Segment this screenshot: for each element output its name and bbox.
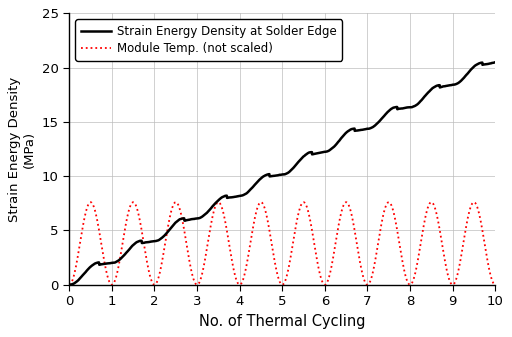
Strain Energy Density at Solder Edge [66, 283, 72, 287]
Legend: Strain Energy Density at Solder Edge, Module Temp. (not scaled): Strain Energy Density at Solder Edge, Mo… [75, 19, 342, 61]
Module Temp. (not scaled) [492, 283, 498, 287]
Y-axis label: Strain Energy Density
(MPa): Strain Energy Density (MPa) [8, 76, 36, 222]
Module Temp. (not scaled) [88, 200, 94, 204]
Strain Energy Density at Solder Edge [151, 239, 157, 243]
Strain Energy Density at Solder Edge [248, 187, 254, 191]
Module Temp. (not scaled) [151, 282, 157, 286]
Strain Energy Density at Solder Edge [356, 128, 362, 132]
Module Temp. (not scaled) [356, 255, 362, 259]
Strain Energy Density at Solder Edge [126, 247, 133, 251]
Strain Energy Density at Solder Edge [492, 60, 498, 64]
Strain Energy Density at Solder Edge [252, 182, 259, 186]
Strain Energy Density at Solder Edge [67, 283, 73, 287]
Line: Strain Energy Density at Solder Edge: Strain Energy Density at Solder Edge [69, 62, 495, 285]
X-axis label: No. of Thermal Cycling: No. of Thermal Cycling [199, 314, 366, 329]
Line: Module Temp. (not scaled): Module Temp. (not scaled) [69, 202, 495, 285]
Module Temp. (not scaled) [66, 283, 72, 287]
Module Temp. (not scaled) [281, 282, 287, 286]
Module Temp. (not scaled) [248, 240, 254, 244]
Module Temp. (not scaled) [252, 214, 259, 218]
Module Temp. (not scaled) [126, 207, 133, 211]
Strain Energy Density at Solder Edge [281, 173, 287, 177]
